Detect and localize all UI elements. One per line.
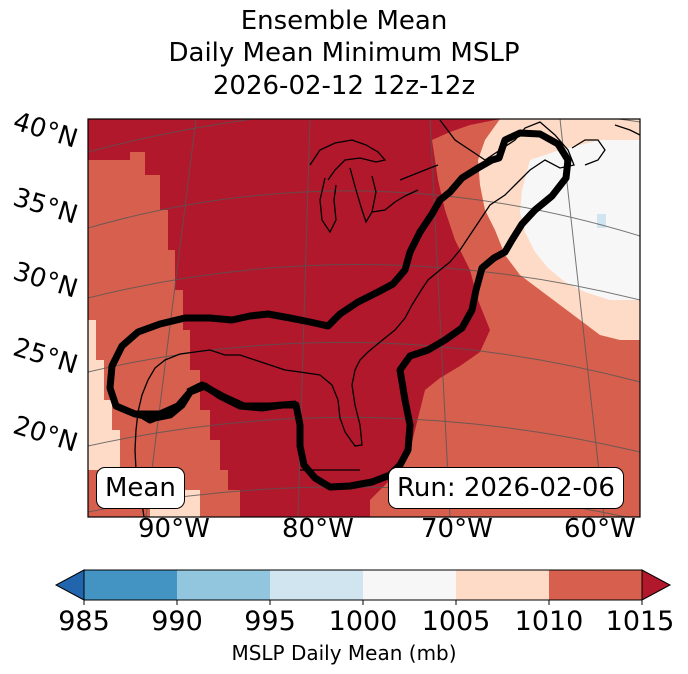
lon-label-60w: 60°W — [564, 514, 636, 544]
colorbar-tick-1005: 1005 — [421, 606, 491, 637]
field-1010-west — [88, 152, 240, 517]
colorbar-tick-1015: 1015 — [605, 606, 675, 637]
colorbar — [54, 569, 672, 605]
colorbar-tick-1000: 1000 — [328, 606, 398, 637]
colorbar-bin-1010 — [549, 570, 642, 600]
colorbar-tick-985: 985 — [58, 606, 110, 637]
mean-box: Mean — [96, 467, 185, 509]
colorbar-extend-low — [54, 569, 85, 601]
colorbar-bin-990 — [177, 570, 270, 600]
colorbar-bin-1005 — [456, 570, 549, 600]
field-995-spot — [597, 214, 606, 228]
colorbar-bin-1000 — [363, 570, 456, 600]
colorbar-bin-985 — [84, 570, 177, 600]
colorbar-label: MSLP Daily Mean (mb) — [231, 641, 457, 665]
map-frame — [87, 118, 641, 518]
lon-label-80w: 80°W — [282, 514, 354, 544]
map-field — [88, 119, 640, 517]
colorbar-tick-990: 990 — [151, 606, 203, 637]
colorbar-extend-high — [641, 569, 672, 601]
lon-label-90w: 90°W — [138, 514, 210, 544]
title-line-3: 2026-02-12 12z-12z — [212, 71, 476, 101]
run-date-box: Run: 2026-02-06 — [388, 467, 624, 509]
graticule — [88, 119, 640, 517]
colorbar-bin-995 — [270, 570, 363, 600]
colorbar-tick-995: 995 — [244, 606, 296, 637]
field-1005-southwest — [88, 320, 120, 470]
lon-label-70w: 70°W — [421, 514, 493, 544]
title-line-2: Daily Mean Minimum MSLP — [168, 38, 520, 68]
field-1000-northeast — [520, 140, 640, 300]
colorbar-tick-1010: 1010 — [514, 606, 584, 637]
title-line-1: Ensemble Mean — [240, 6, 448, 36]
contour-inner — [135, 381, 297, 418]
